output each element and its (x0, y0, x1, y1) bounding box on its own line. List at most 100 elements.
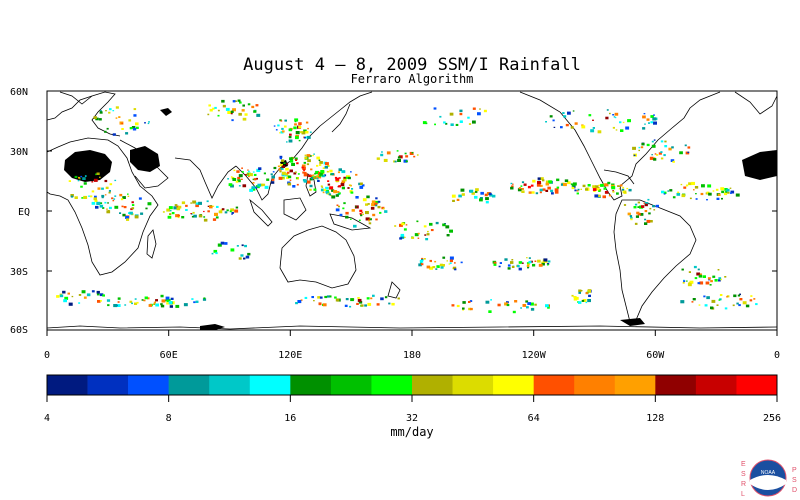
rain-pixel (83, 195, 88, 199)
rain-pixel (753, 298, 756, 300)
rain-pixel (255, 186, 258, 189)
rain-pixel (170, 297, 174, 300)
rain-pixel (128, 212, 131, 214)
colorbar-swatch (371, 375, 413, 395)
rain-pixel (554, 190, 559, 194)
rain-pixel (176, 207, 181, 211)
rain-pixel (420, 262, 422, 264)
rain-pixel (247, 169, 249, 171)
rain-pixel (420, 263, 424, 266)
rain-pixel (342, 178, 347, 182)
rain-pixel (243, 257, 246, 260)
rain-pixel (121, 122, 124, 125)
rain-pixel (175, 214, 179, 218)
rain-pixel (131, 126, 136, 129)
rain-pixel (619, 184, 623, 187)
rain-pixel (133, 108, 137, 111)
rain-pixel (345, 215, 349, 219)
rain-pixel (604, 183, 609, 187)
rain-pixel (641, 142, 645, 146)
rain-pixel (325, 162, 329, 166)
rain-pixel (374, 202, 378, 206)
rain-pixel (195, 204, 199, 208)
rain-pixel (679, 151, 683, 155)
rain-pixel (642, 127, 646, 130)
rain-pixel (78, 302, 81, 304)
rain-pixel (442, 223, 446, 227)
rain-pixel (423, 258, 426, 260)
rain-pixel (388, 302, 391, 305)
rain-pixel (587, 184, 591, 187)
rain-pixel (581, 299, 585, 302)
rain-pixel (68, 180, 71, 182)
rain-pixel (717, 193, 721, 196)
rain-pixel (99, 111, 103, 114)
rain-pixel (585, 301, 588, 304)
rain-pixel (324, 295, 328, 299)
rain-pixel (107, 210, 110, 212)
rain-pixel (497, 303, 501, 307)
rain-pixel (238, 185, 241, 187)
rain-pixel (281, 127, 284, 130)
rain-pixel (191, 215, 194, 218)
rain-pixel (632, 146, 636, 150)
rain-pixel (112, 133, 116, 136)
rain-pixel (94, 195, 97, 198)
missing-atlantic-east (742, 150, 777, 180)
rain-pixel (255, 104, 259, 107)
rain-pixel (416, 154, 419, 156)
rain-pixel (467, 116, 470, 119)
rain-pixel (93, 116, 97, 119)
rain-pixel (114, 179, 117, 182)
rain-pixel (698, 304, 701, 306)
rain-pixel (109, 183, 113, 186)
rain-pixel (382, 207, 385, 210)
rain-pixel (293, 126, 297, 130)
rain-pixel (724, 192, 728, 196)
rain-pixel (493, 263, 497, 266)
rain-pixel (604, 191, 609, 194)
rain-pixel (423, 225, 427, 228)
rain-pixel (483, 109, 487, 113)
rain-pixel (281, 130, 285, 133)
rain-pixel (721, 190, 725, 194)
rain-pixel (347, 187, 350, 189)
rain-pixel (230, 112, 233, 115)
rain-pixel (80, 185, 83, 188)
rain-pixel (96, 172, 100, 175)
rain-pixel (306, 135, 311, 139)
rain-pixel (207, 205, 210, 207)
rain-pixel (217, 109, 220, 112)
rain-pixel (727, 191, 730, 194)
rain-pixel (449, 112, 454, 116)
rain-pixel (360, 214, 363, 217)
rain-pixel (117, 297, 121, 300)
rain-pixel (750, 295, 753, 297)
rain-pixel (650, 121, 654, 124)
rain-pixel (663, 154, 666, 157)
rain-pixel (523, 183, 527, 186)
rain-pixel (547, 264, 549, 266)
rain-pixel (677, 191, 680, 194)
rain-pixel (360, 304, 364, 307)
rain-pixel (401, 222, 405, 226)
rain-pixel (435, 268, 438, 270)
rain-pixel (400, 235, 405, 239)
rain-pixel (421, 257, 424, 260)
rain-pixel (88, 195, 90, 197)
rain-pixel (283, 162, 286, 165)
rain-pixel (434, 123, 436, 126)
rain-pixel (712, 275, 716, 278)
rain-pixel (534, 260, 537, 262)
missing-antarctic-2 (620, 318, 645, 326)
rain-pixel (303, 169, 306, 171)
rain-pixel (587, 299, 591, 303)
rain-pixel (664, 145, 668, 148)
rain-pixel (300, 299, 303, 301)
rain-pixel (298, 122, 302, 125)
lat-tick-marks (47, 90, 777, 331)
rain-pixel (322, 303, 327, 307)
map-panel: 60N 30N EQ 30S 60S 0 60E 120E 180 120W 6… (10, 87, 780, 361)
rain-pixel (251, 187, 256, 191)
rain-pixel (417, 232, 420, 235)
